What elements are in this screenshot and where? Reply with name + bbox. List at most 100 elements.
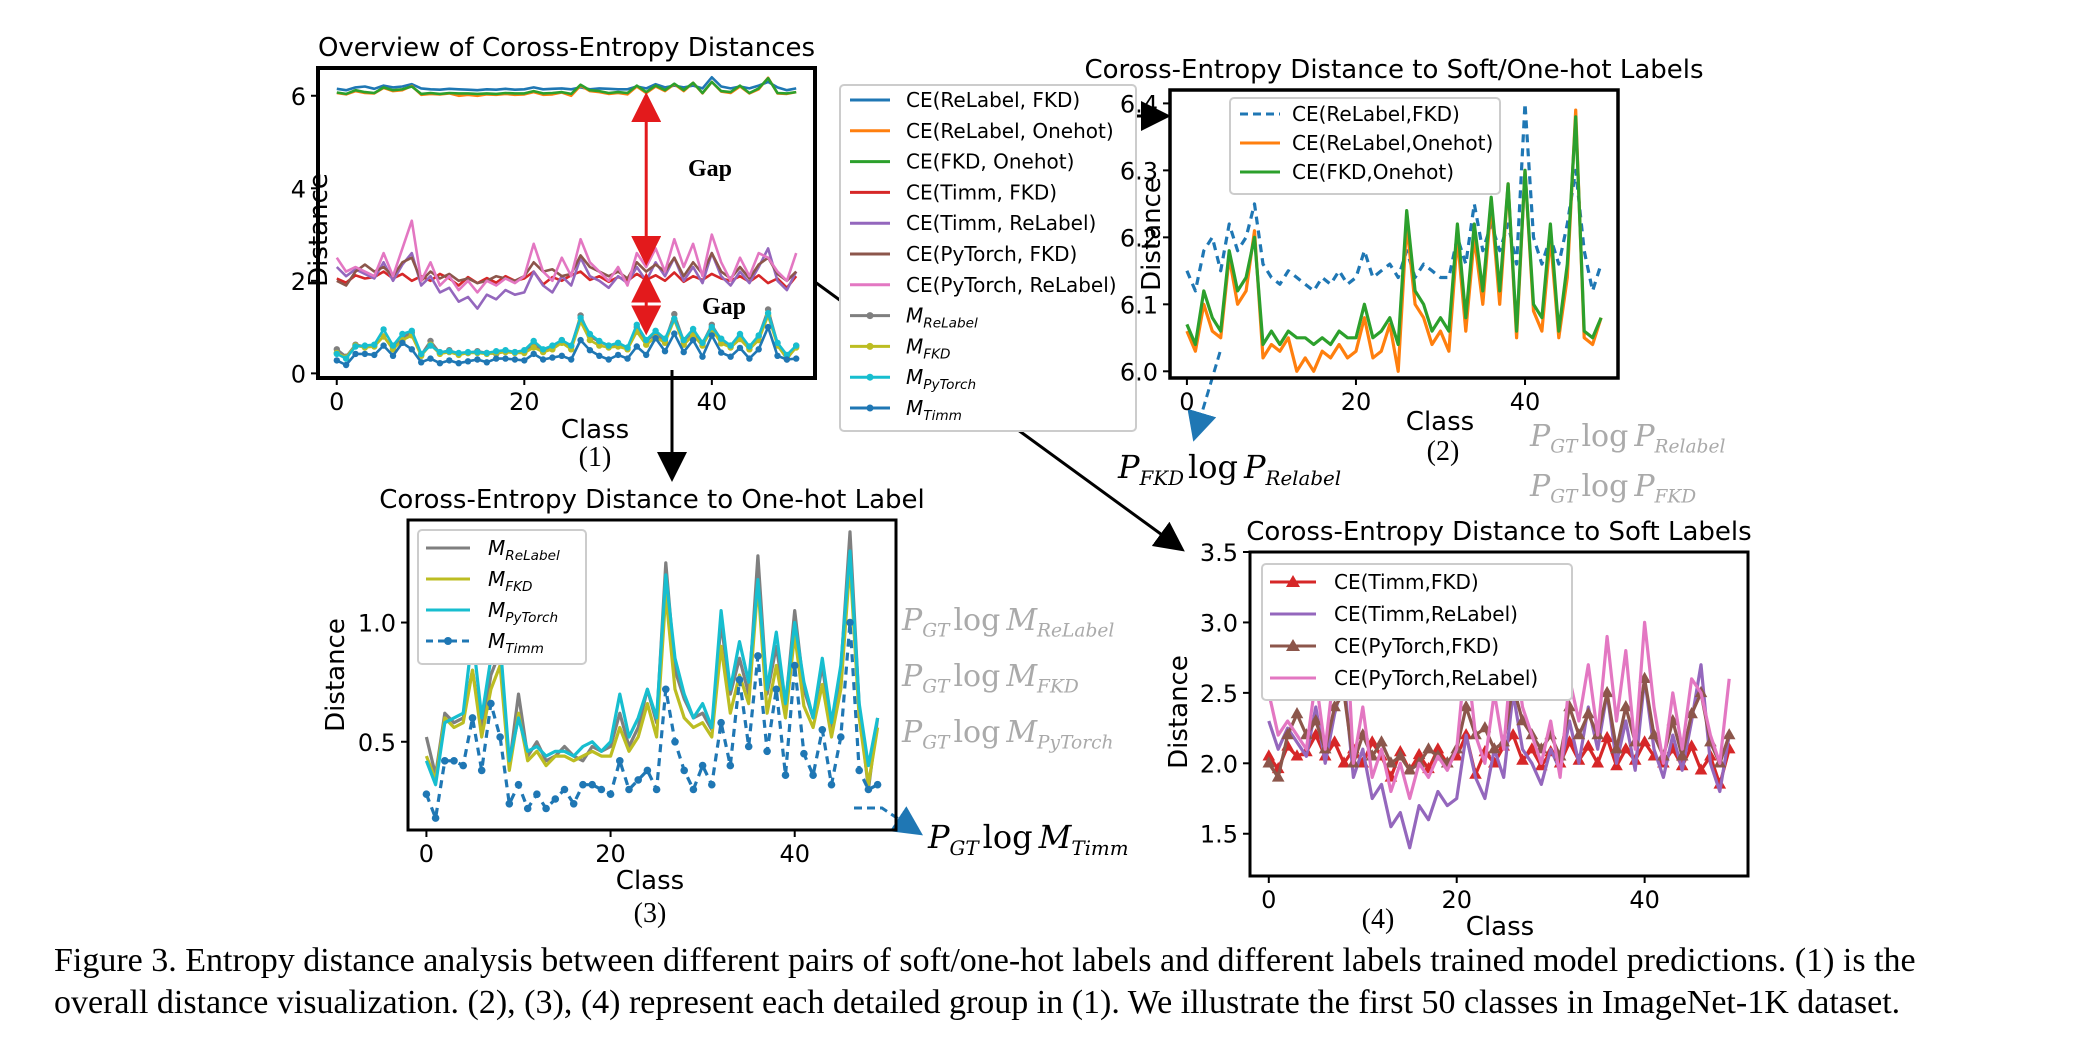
data-point	[493, 355, 500, 362]
legend-box	[1229, 97, 1501, 195]
legend-label: CE(PyTorch, FKD)	[906, 242, 1077, 266]
data-point	[1281, 728, 1294, 740]
panel-onehot: Coross-Entropy Distance to One-hot Label…	[321, 485, 925, 929]
series-line-m-fkd	[424, 561, 880, 787]
data-point	[1506, 728, 1520, 740]
data-point	[1488, 742, 1501, 754]
data-point	[436, 360, 444, 367]
x-tick-label: 20	[1441, 886, 1472, 914]
data-point	[727, 353, 734, 360]
data-point	[399, 330, 406, 338]
data-point	[1516, 753, 1529, 765]
data-point	[418, 359, 425, 366]
data-point	[689, 332, 697, 339]
data-point	[755, 332, 762, 339]
data-point	[371, 341, 378, 348]
data-point	[422, 790, 431, 798]
data-point	[643, 351, 650, 359]
data-point	[389, 352, 397, 359]
data-point	[661, 335, 669, 342]
data-point	[464, 348, 472, 356]
legend-marker	[444, 637, 452, 645]
panel-number: (3)	[634, 898, 667, 929]
x-tick-label: 0	[419, 840, 434, 868]
data-point	[764, 323, 772, 331]
legend-label: CE(PyTorch,FKD)	[1334, 634, 1499, 658]
data-point	[718, 349, 725, 356]
data-point	[1431, 742, 1445, 754]
chart-title: Coross-Entropy Distance to Soft/One-hot …	[1084, 55, 1703, 85]
legend-box	[1261, 563, 1573, 701]
connector-arrow-dashed	[854, 806, 923, 836]
panel-number: (4)	[1362, 904, 1395, 935]
data-point	[708, 323, 715, 331]
data-point	[605, 342, 612, 349]
x-axis-label: Class	[561, 415, 629, 445]
data-point	[746, 343, 753, 350]
data-point	[542, 804, 550, 813]
data-point	[652, 327, 659, 334]
data-point	[455, 349, 462, 357]
legend-label: CE(Timm, FKD)	[906, 180, 1057, 204]
data-point	[530, 350, 537, 358]
data-point	[380, 333, 387, 340]
x-tick-label: 20	[509, 388, 540, 416]
data-point	[496, 733, 504, 741]
legend-label: CE(PyTorch,ReLabel)	[1334, 666, 1538, 690]
chart-title: Overview of Coross-Entropy Distances	[318, 33, 815, 63]
data-point	[514, 780, 523, 789]
data-point	[560, 785, 569, 794]
series-line-ce-pytorch-relabel	[335, 219, 798, 294]
data-point	[533, 790, 541, 798]
data-point	[468, 714, 477, 722]
data-point	[1337, 756, 1351, 768]
data-point	[586, 330, 594, 338]
data-point	[1572, 728, 1586, 740]
legend-label: MTimm	[488, 629, 544, 657]
data-point	[511, 356, 519, 363]
plot-frame	[406, 518, 898, 832]
y-tick-label: 1.0	[358, 610, 396, 638]
data-point	[689, 325, 697, 333]
series-line-ce-timm-fkd	[336, 270, 798, 290]
data-point	[1422, 742, 1435, 754]
data-point	[864, 785, 873, 794]
data-point	[459, 761, 468, 770]
data-point	[652, 785, 661, 794]
x-tick-label: 20	[1341, 388, 1372, 416]
data-point	[634, 776, 642, 784]
y-tick-label: 1.5	[1200, 821, 1238, 849]
legend-label: CE(ReLabel, FKD)	[906, 88, 1080, 112]
legend-label: MFKD	[488, 567, 532, 595]
y-tick-label: 2	[291, 268, 306, 296]
data-point	[1309, 714, 1323, 726]
data-point	[800, 749, 808, 758]
legend-label: CE(ReLabel,FKD)	[1292, 102, 1460, 126]
data-point	[698, 761, 707, 770]
x-axis-label: Class	[1466, 912, 1534, 942]
data-point	[606, 790, 615, 798]
y-tick-label: 0.5	[358, 729, 396, 757]
data-point	[699, 339, 706, 346]
data-point	[727, 342, 734, 349]
y-tick-label: 2.5	[1200, 680, 1238, 708]
data-point	[746, 355, 753, 362]
connector-arrow-dashed	[1187, 351, 1222, 442]
data-point	[427, 342, 434, 349]
y-tick-label: 3.0	[1200, 609, 1238, 637]
data-point	[793, 342, 800, 349]
data-point	[774, 339, 781, 346]
data-point	[873, 780, 882, 789]
x-tick-label: 20	[595, 840, 626, 868]
legend-box	[417, 529, 587, 665]
legend-marker	[866, 373, 874, 381]
legend-label: CE(Timm,ReLabel)	[1334, 602, 1518, 626]
data-point	[680, 348, 687, 356]
data-point	[487, 699, 495, 708]
chart-title: Coross-Entropy Distance to Soft Labels	[1246, 517, 1751, 547]
data-point	[624, 355, 631, 362]
data-point	[1262, 749, 1276, 761]
data-point	[671, 315, 678, 322]
data-point	[643, 336, 650, 344]
